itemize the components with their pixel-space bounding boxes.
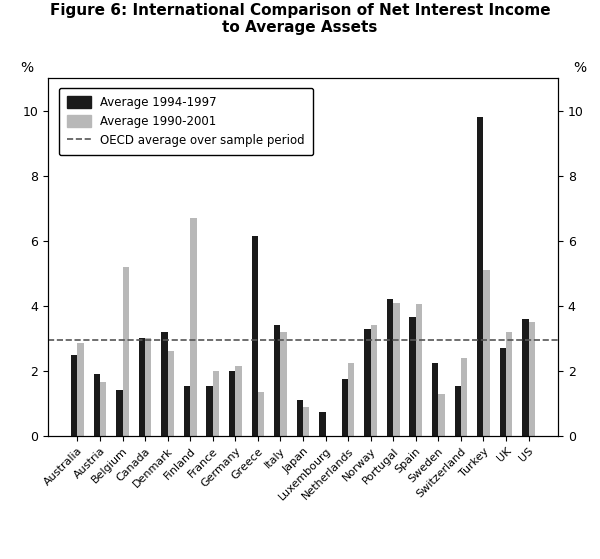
Bar <box>342 379 348 436</box>
Bar <box>439 394 445 436</box>
Bar <box>94 374 100 436</box>
Bar <box>348 363 355 436</box>
Bar <box>506 332 512 436</box>
Bar <box>235 366 242 436</box>
Bar <box>409 318 416 436</box>
Bar <box>484 270 490 436</box>
Bar <box>432 363 439 436</box>
Bar <box>522 319 529 436</box>
Bar <box>77 343 84 436</box>
Bar <box>393 302 400 436</box>
Bar <box>206 386 213 436</box>
Bar <box>251 236 258 436</box>
Bar <box>213 371 219 436</box>
Bar <box>122 267 129 436</box>
Bar <box>477 117 484 436</box>
Bar <box>274 325 280 436</box>
Bar <box>416 304 422 436</box>
Bar <box>461 358 467 436</box>
Bar <box>455 386 461 436</box>
Bar <box>71 355 77 436</box>
Bar <box>529 322 535 436</box>
Bar <box>319 411 326 436</box>
Bar <box>145 338 151 436</box>
Text: %: % <box>20 61 33 75</box>
Bar <box>190 218 197 436</box>
Bar <box>303 407 310 436</box>
Bar <box>139 338 145 436</box>
Bar <box>364 329 371 436</box>
Bar <box>161 332 167 436</box>
Bar <box>258 392 264 436</box>
Bar <box>100 382 106 436</box>
Bar <box>184 386 190 436</box>
Bar <box>296 400 303 436</box>
Bar <box>387 300 393 436</box>
Bar <box>280 332 287 436</box>
Bar <box>371 325 377 436</box>
Text: %: % <box>573 61 586 75</box>
Text: Figure 6: International Comparison of Net Interest Income
to Average Assets: Figure 6: International Comparison of Ne… <box>50 3 550 35</box>
Bar <box>167 352 174 436</box>
Bar <box>229 371 235 436</box>
Bar <box>116 391 122 436</box>
Bar <box>500 348 506 436</box>
Legend: Average 1994-1997, Average 1990-2001, OECD average over sample period: Average 1994-1997, Average 1990-2001, OE… <box>59 88 313 155</box>
